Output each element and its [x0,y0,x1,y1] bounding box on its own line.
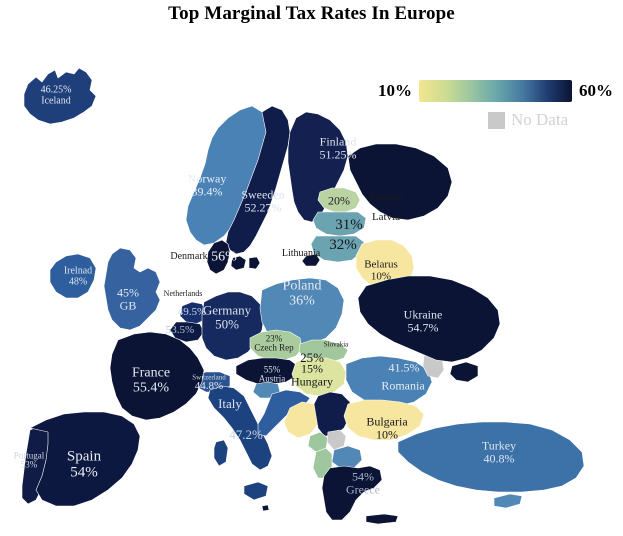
country-denmark[interactable] [206,239,231,275]
country-hungary[interactable] [291,357,347,397]
legend-max-label: 60% [579,81,613,100]
country-romania[interactable] [345,355,433,407]
legend-no-data-label: No Data [511,110,569,129]
country-ukraine[interactable] [357,275,501,363]
country-slovakia[interactable] [298,339,349,363]
country-france[interactable] [109,331,205,421]
country-spain[interactable] [29,411,141,507]
country-macedonia[interactable] [331,445,363,469]
country-cyprus[interactable] [493,493,523,509]
country-denmark-zealand[interactable] [248,256,261,270]
country-austria[interactable] [235,357,299,385]
legend-min-label: 10% [378,81,412,100]
legend-colorbar-row: 10% 60% [378,80,613,102]
legend: 10% 60% No Data [378,80,613,142]
no-data-swatch-icon [488,111,505,129]
country-great-britain[interactable] [103,247,161,331]
country-kaliningrad[interactable] [301,253,321,267]
country-poland[interactable] [259,277,345,347]
country-denmark-islands[interactable] [230,255,247,271]
country-kosovo-no-data[interactable] [326,429,347,451]
country-italy-sardinia[interactable] [213,439,229,467]
country-greece-crete[interactable] [365,513,399,525]
country-malta[interactable] [261,504,270,512]
country-latvia[interactable] [312,211,367,237]
country-ukraine-crimea[interactable] [449,361,479,383]
country-italy-sicily[interactable] [243,481,269,501]
legend-gradient-bar [419,80,572,102]
country-estonia[interactable] [317,187,361,213]
country-ireland[interactable] [49,253,97,299]
country-iceland[interactable] [23,67,97,125]
country-bulgaria[interactable] [343,399,425,441]
country-turkey[interactable] [397,421,585,493]
country-russia[interactable] [347,143,453,221]
country-czech-republic[interactable] [249,329,303,361]
map-countries [21,67,585,525]
legend-no-data-row: No Data [488,110,568,130]
country-italy[interactable] [207,385,273,471]
country-bosnia[interactable] [283,401,321,439]
country-croatia[interactable] [257,389,311,437]
country-greece[interactable] [321,465,383,521]
page-title: Top Marginal Tax Rates In Europe [168,3,455,24]
country-belgium[interactable] [169,321,205,343]
